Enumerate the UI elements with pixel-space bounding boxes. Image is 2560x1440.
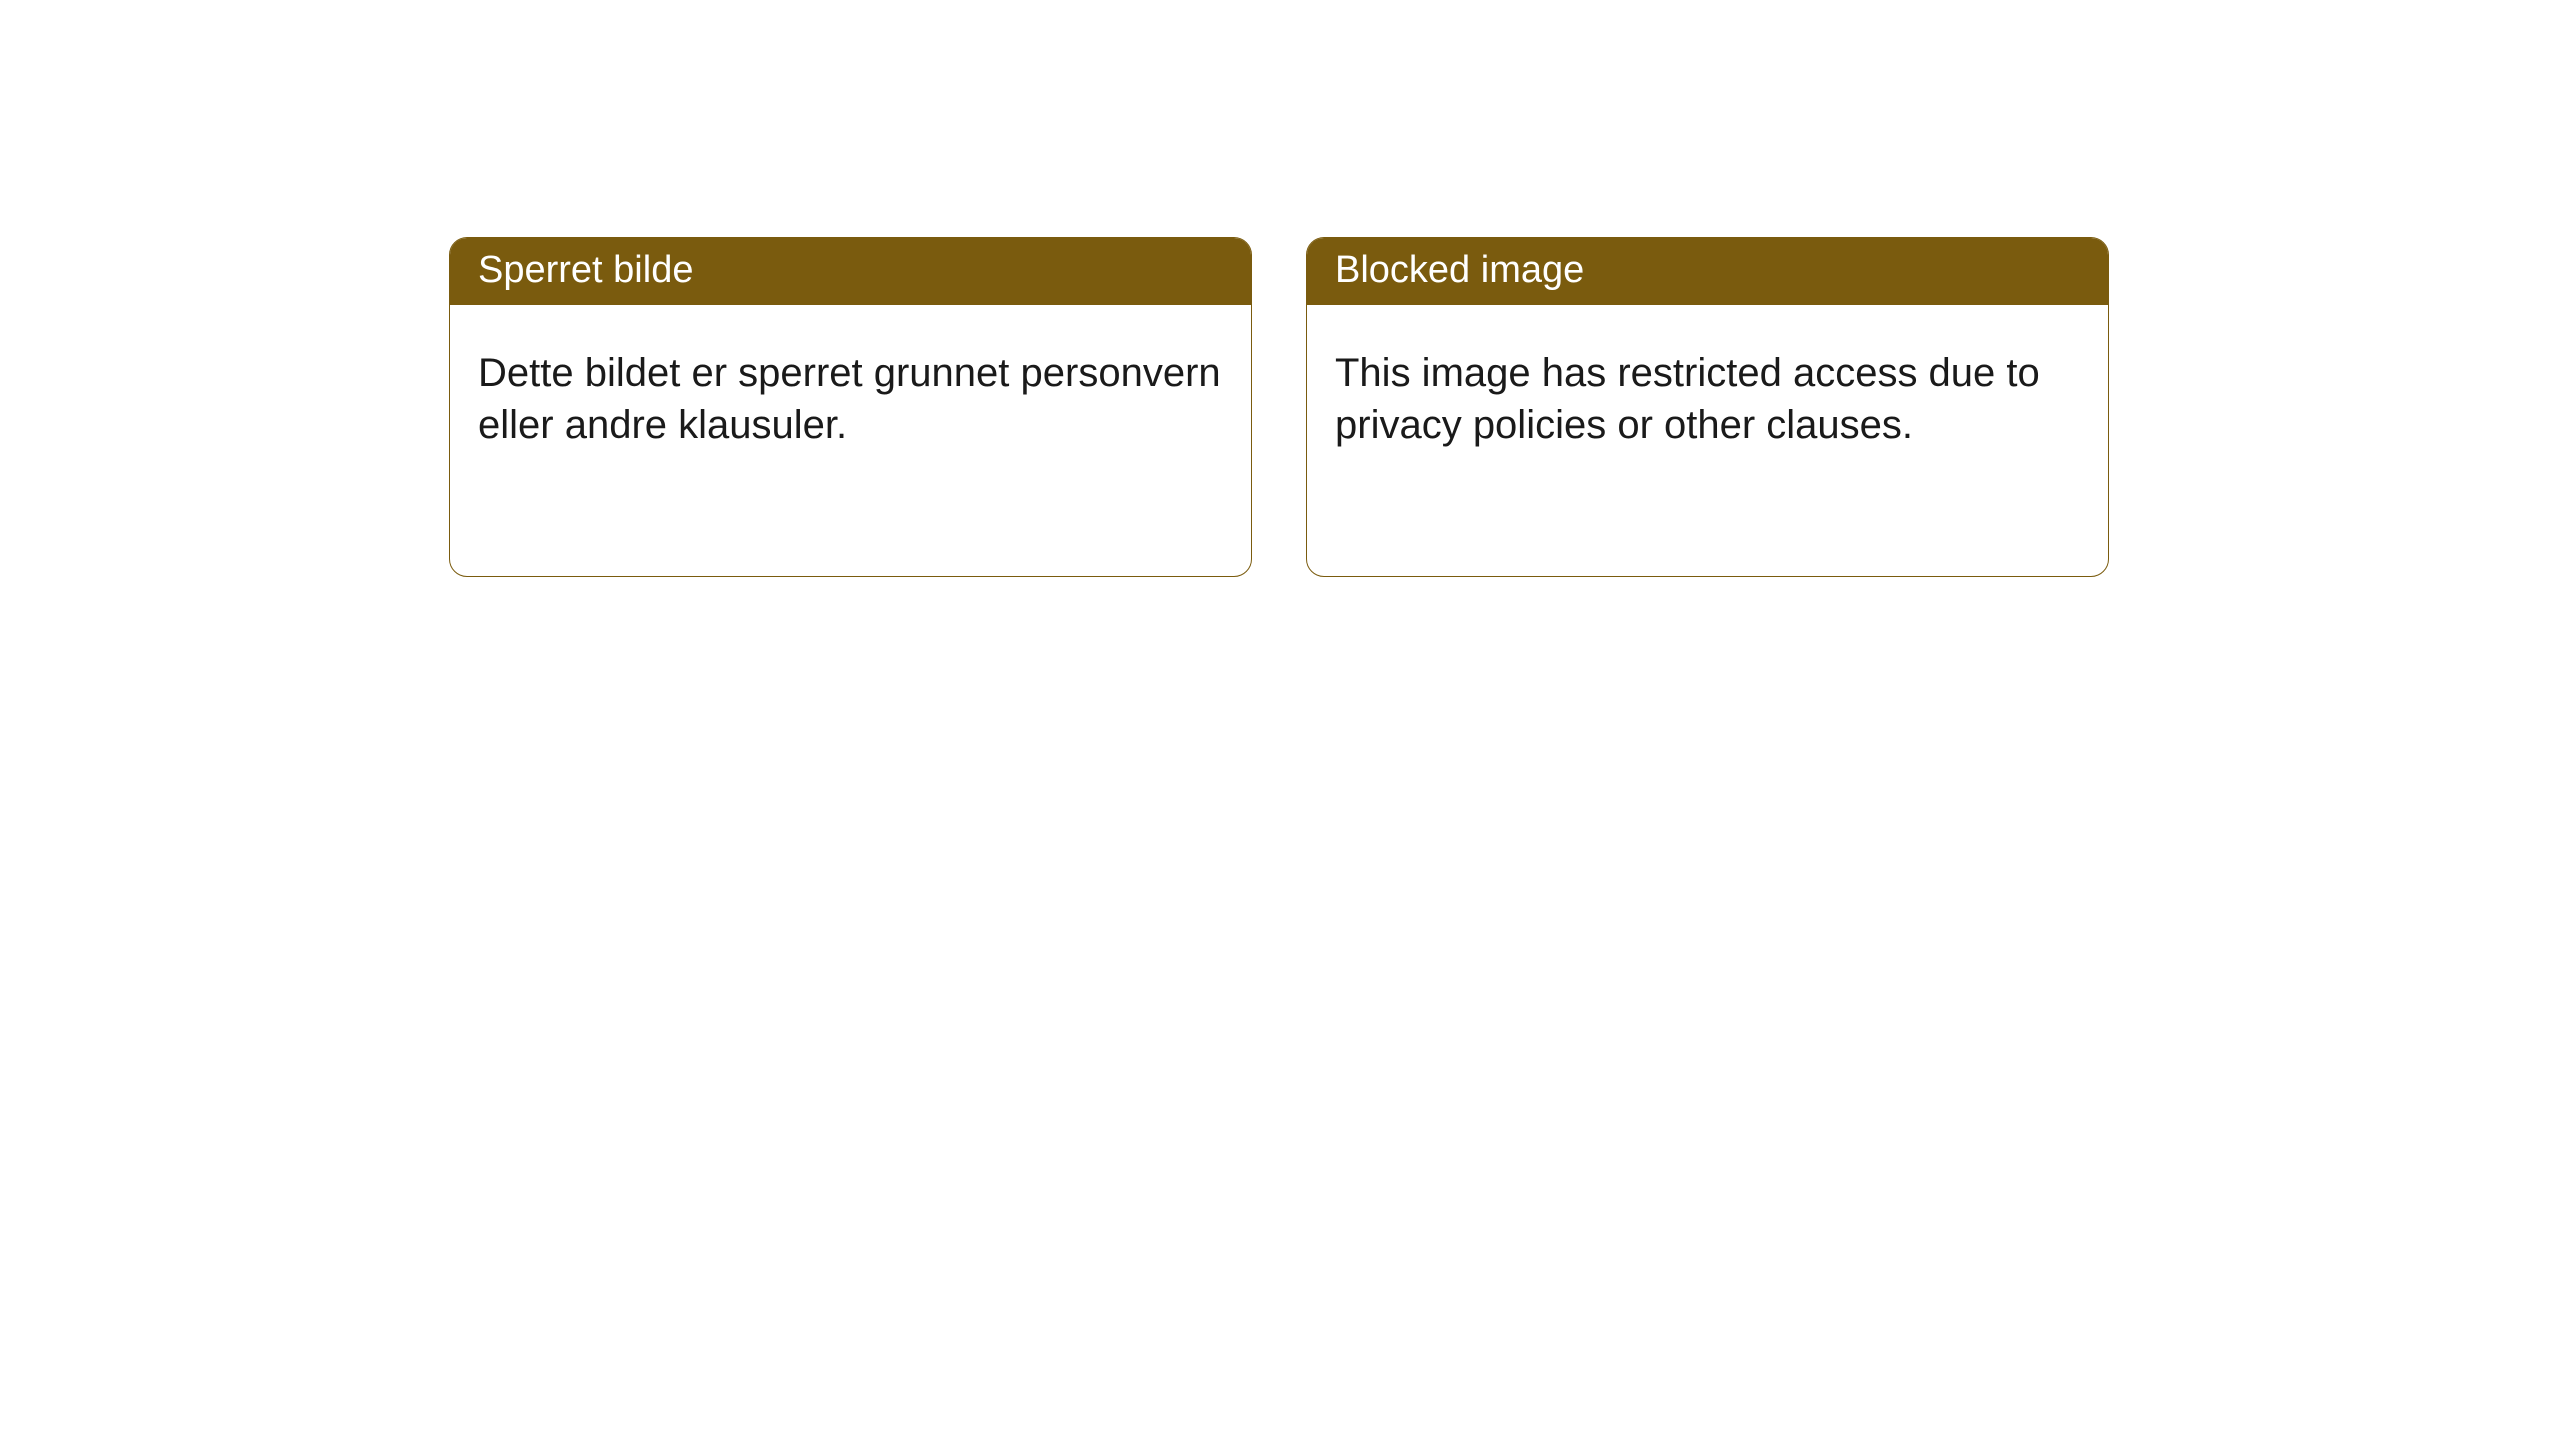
card-title-en: Blocked image (1307, 238, 2108, 305)
blocked-image-card-en: Blocked image This image has restricted … (1306, 237, 2109, 577)
cards-container: Sperret bilde Dette bildet er sperret gr… (0, 0, 2560, 577)
card-title-no: Sperret bilde (450, 238, 1251, 305)
blocked-image-card-no: Sperret bilde Dette bildet er sperret gr… (449, 237, 1252, 577)
card-body-no: Dette bildet er sperret grunnet personve… (450, 305, 1251, 479)
card-body-en: This image has restricted access due to … (1307, 305, 2108, 479)
